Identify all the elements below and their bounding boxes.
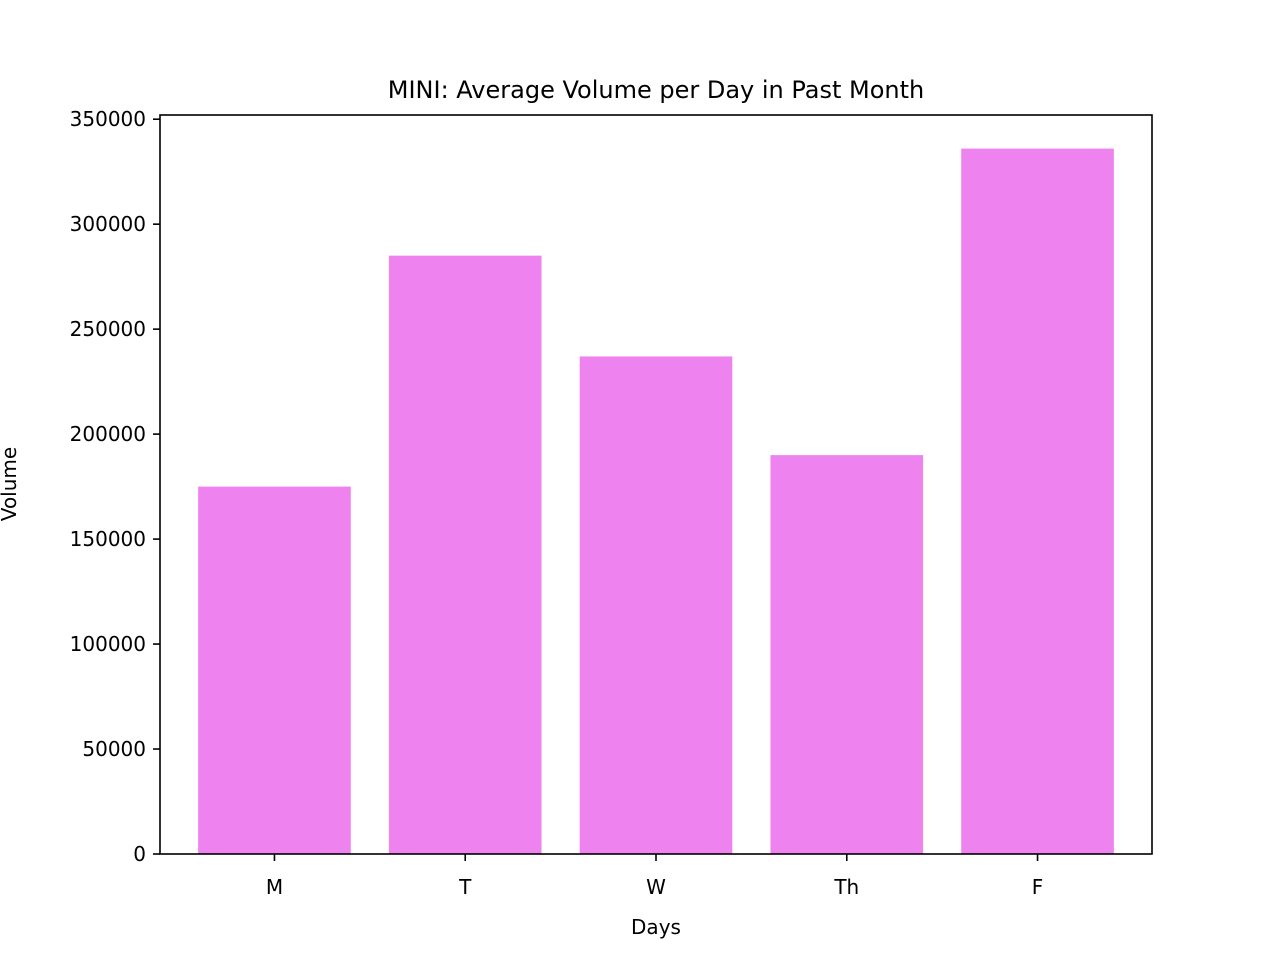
y-axis: 0 50000 100000 150000 200000 250000 300000 3500…: [70, 107, 160, 866]
y-tick-label: 350000: [70, 107, 146, 131]
bar-m: [198, 486, 351, 854]
y-tick-label: 150000: [70, 527, 146, 551]
y-tick-label: 250000: [70, 317, 146, 341]
x-tick-label: F: [1032, 875, 1044, 899]
x-tick-label: M: [266, 875, 283, 899]
bar-t: [388, 255, 542, 854]
bar-th: [770, 455, 924, 854]
y-tick-label: 200000: [70, 422, 146, 446]
bars-group: [198, 148, 1114, 855]
bar-f: [961, 148, 1114, 855]
chart-title: MINI: Average Volume per Day in Past Mon…: [388, 76, 925, 104]
y-tick-label: 0: [133, 842, 146, 866]
x-tick-label: W: [646, 875, 666, 899]
x-tick-label: Th: [833, 875, 859, 899]
x-tick-label: T: [458, 875, 472, 899]
plot-frame: [159, 114, 1153, 855]
y-tick-label: 300000: [70, 212, 146, 236]
x-axis-label: Days: [631, 915, 681, 939]
y-tick-label: 50000: [82, 737, 146, 761]
y-axis-label: Volume: [0, 447, 21, 521]
bar-w: [579, 356, 733, 854]
y-tick-label: 100000: [70, 632, 146, 656]
x-axis: M T W Th F: [266, 854, 1043, 899]
